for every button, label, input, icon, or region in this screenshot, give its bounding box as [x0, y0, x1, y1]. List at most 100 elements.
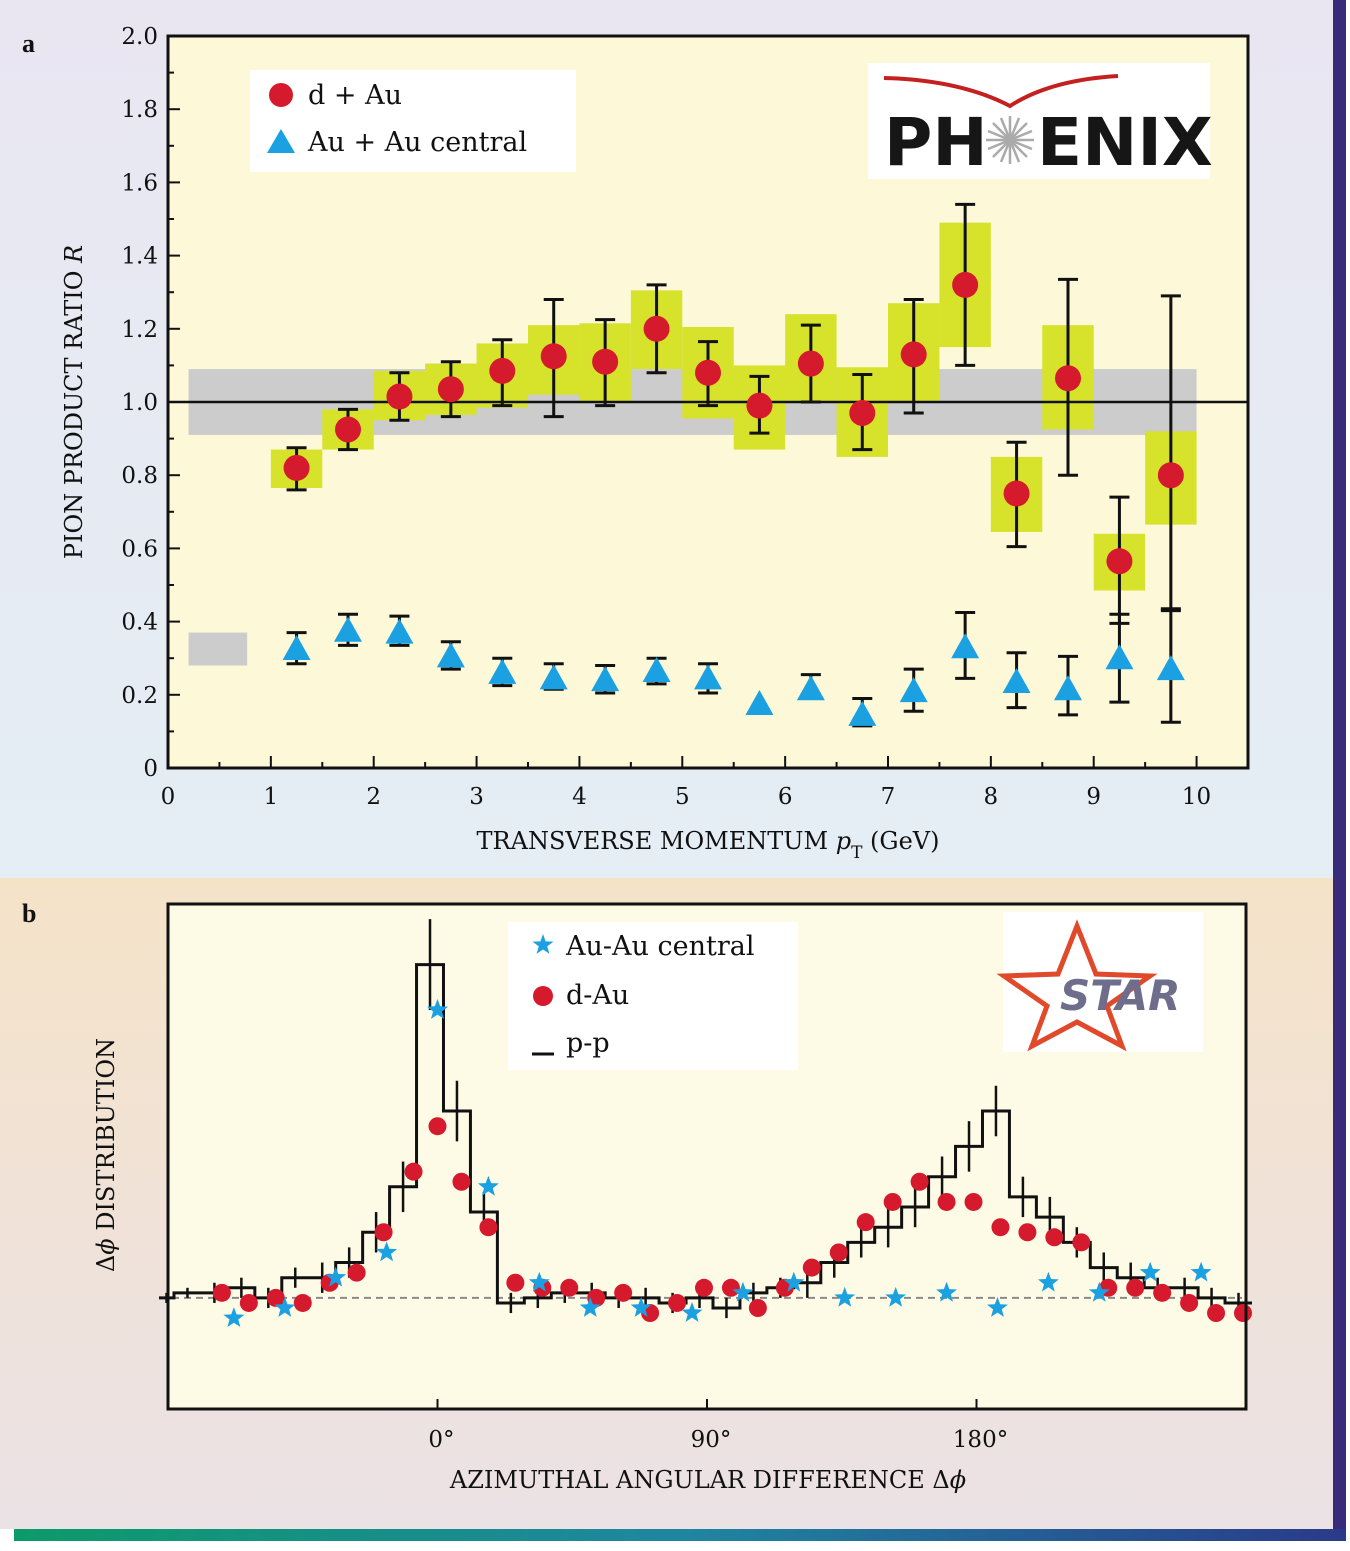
dau-b-point	[856, 1213, 875, 1232]
auau-point	[642, 657, 671, 683]
dau-b-point	[1072, 1233, 1091, 1252]
panel-b-y-label-var: ϕ	[92, 1238, 120, 1254]
dau-point	[386, 383, 413, 410]
dau-point	[437, 376, 464, 403]
panel-a-legend: d + Au Au + Au central	[250, 70, 576, 172]
auau-star-point	[274, 1297, 296, 1317]
pp-step-histogram	[159, 963, 1252, 1310]
y-tick-label: 0.2	[121, 683, 158, 709]
legend-dau-b-marker	[533, 986, 553, 1006]
x-tick-label: 2	[366, 784, 381, 810]
y-tick-label: 0	[143, 756, 158, 782]
dau-b-point	[266, 1288, 285, 1307]
x-tick-label: 1	[264, 784, 279, 810]
legend-auau-star-marker	[532, 934, 554, 954]
auau-star-point	[427, 999, 448, 1019]
panel-a-legend-box	[250, 70, 576, 172]
auau-star-point	[783, 1271, 805, 1292]
dau-b-point	[721, 1278, 740, 1297]
x-tick-label: 0	[161, 784, 176, 810]
panel-a-x-label-var: p	[836, 827, 851, 855]
panel-a-x-label-sub: T	[851, 843, 863, 863]
auau-star-point	[936, 1281, 957, 1302]
y-tick-label: 1.8	[121, 97, 158, 123]
x-tick-label: 8	[984, 784, 999, 810]
y-tick-label: 1.0	[121, 390, 158, 416]
dau-b-point	[1126, 1278, 1145, 1297]
dau-b-point	[1234, 1304, 1253, 1323]
dau-point	[592, 348, 619, 375]
x-tick-label: 9	[1086, 784, 1101, 810]
dau-b-point	[239, 1293, 258, 1312]
auau-point	[334, 616, 362, 642]
dau-point	[746, 392, 773, 419]
dau-point	[952, 271, 979, 298]
dau-b-point	[614, 1283, 633, 1302]
dau-point	[335, 416, 361, 443]
auau-point	[385, 618, 414, 644]
legend-auau-label: Au + Au central	[307, 127, 527, 158]
auau-star-point	[987, 1297, 1008, 1317]
dau-b-point	[1180, 1293, 1199, 1312]
dau-b-point	[404, 1162, 423, 1181]
dau-b-point	[374, 1223, 393, 1242]
auau-point	[282, 635, 311, 661]
auau-point	[1156, 655, 1185, 681]
auau-point	[796, 675, 825, 701]
dau-b-point	[964, 1192, 983, 1211]
dau-point	[1003, 480, 1030, 507]
auau-star-point	[630, 1297, 652, 1317]
auau-star-point	[834, 1286, 856, 1307]
y-tick-label: 0.4	[121, 610, 158, 636]
auau-star-point	[1037, 1271, 1059, 1292]
panel-a-x-label-unit: (GeV)	[862, 827, 939, 855]
dau-point	[797, 350, 824, 377]
frame-bottom-bar	[14, 1529, 1346, 1541]
auau-point	[488, 658, 517, 684]
dau-point	[643, 315, 670, 342]
dau-b-point	[347, 1263, 366, 1282]
panel-label-b: b	[22, 899, 36, 928]
dau-point	[695, 359, 721, 386]
dau-b-point	[910, 1172, 929, 1191]
dau-b-point	[212, 1283, 231, 1302]
dau-b-point	[695, 1278, 714, 1297]
panel-a-x-label-main: TRANSVERSE MOMENTUM	[477, 827, 836, 855]
auau-star-point	[681, 1302, 703, 1322]
panel-a-y-axis-label: PION PRODUCT RATIO R	[60, 245, 88, 559]
dau-point	[849, 399, 876, 426]
auau-star-point	[325, 1266, 347, 1287]
auau-point	[899, 677, 928, 703]
dau-b-point	[1153, 1283, 1172, 1302]
auau-star-point	[477, 1175, 499, 1196]
dau-point	[489, 357, 516, 384]
y-tick-label: 1.4	[121, 244, 158, 270]
panel-b-legend: Au-Au central d-Au p-p	[508, 922, 798, 1070]
x-tick-label: 6	[778, 784, 793, 810]
panel-label-a: a	[22, 29, 35, 58]
auau-star-point	[579, 1297, 601, 1317]
dau-b-point	[668, 1293, 687, 1312]
dau-b-point	[506, 1273, 525, 1292]
star-logo: STAR	[996, 912, 1203, 1052]
auau-star-point	[732, 1281, 754, 1302]
phenix-logo-text-right: ENIX	[1037, 104, 1213, 181]
dau-b-point	[428, 1117, 447, 1136]
dau-b-point	[293, 1293, 312, 1312]
auau-star-point	[885, 1286, 907, 1307]
dau-b-point	[560, 1278, 579, 1297]
auau-point	[1054, 675, 1082, 701]
dau-b-point	[452, 1172, 471, 1191]
auau-star-point	[1139, 1261, 1161, 1282]
dau-point	[1106, 548, 1133, 575]
legend-pp-label: p-p	[566, 1028, 610, 1059]
legend-dau-label: d + Au	[308, 80, 402, 111]
auau-star-point	[1190, 1261, 1212, 1282]
auau-point	[1105, 644, 1134, 670]
b-x-tick-label: 90°	[691, 1427, 732, 1453]
phenix-logo: PH ENIX	[868, 63, 1213, 181]
legend-dau-b-label: d-Au	[566, 980, 629, 1011]
legend-auau-central-label: Au-Au central	[565, 931, 754, 962]
y-tick-label: 1.2	[121, 317, 158, 343]
